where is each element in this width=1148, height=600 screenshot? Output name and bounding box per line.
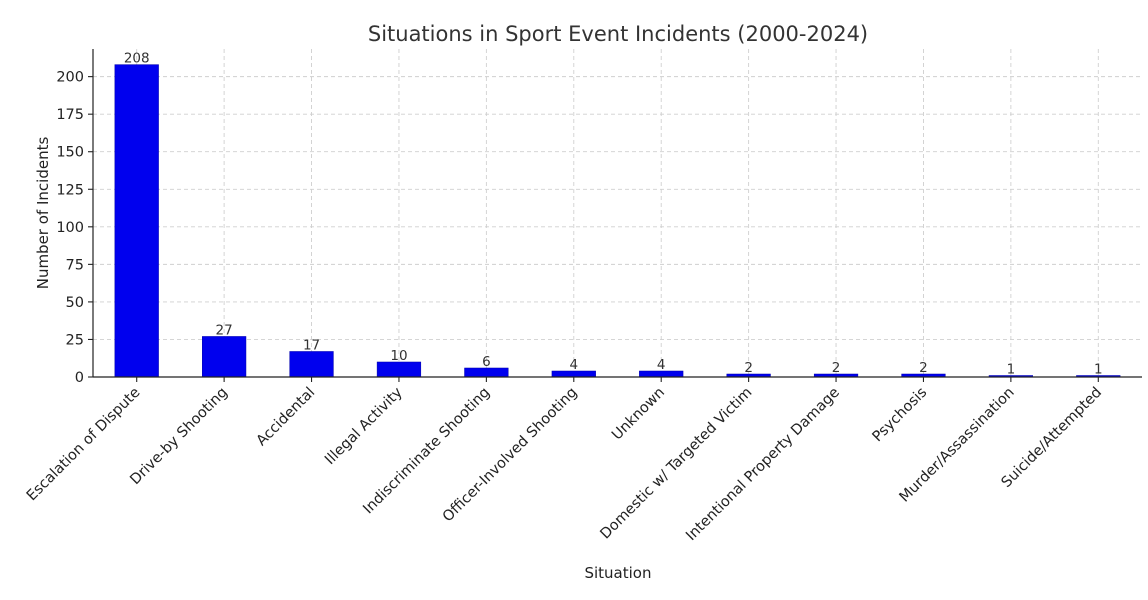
data-label: 208 — [124, 51, 150, 67]
data-label: 17 — [303, 337, 320, 353]
x-tick-label: Escalation of Dispute — [24, 384, 144, 504]
data-label: 2 — [744, 360, 753, 376]
x-tick-label: Suicide/Attempted — [999, 385, 1105, 491]
y-tick-label: 125 — [56, 182, 84, 198]
y-tick-label: 100 — [56, 220, 84, 236]
data-label: 27 — [216, 322, 233, 338]
chart-title: Situations in Sport Event Incidents (200… — [368, 22, 868, 46]
bars — [114, 64, 1121, 378]
x-tick-label: Illegal Activity — [322, 384, 406, 468]
data-label: 10 — [390, 348, 407, 364]
bar — [376, 361, 422, 378]
bar — [202, 336, 247, 378]
y-tick-label: 200 — [56, 70, 84, 86]
y-tick-label: 25 — [66, 332, 84, 348]
data-labels: 208 27 17 10 6 4 4 2 2 2 1 1 — [124, 51, 1103, 378]
x-axis-label: Situation — [584, 564, 651, 582]
x-tick-label: Intentional Property Damage — [683, 384, 843, 544]
y-tick-label: 150 — [56, 145, 84, 161]
grid — [93, 49, 1142, 378]
data-label: 4 — [657, 357, 666, 373]
axes — [88, 49, 1142, 382]
bar — [114, 64, 159, 378]
x-tick-label: Psychosis — [870, 385, 931, 446]
y-tick-label: 175 — [56, 107, 84, 123]
data-label: 2 — [919, 360, 928, 376]
data-label: 1 — [1094, 361, 1103, 377]
data-label: 6 — [482, 354, 491, 370]
y-axis-label: Number of Incidents — [34, 137, 52, 290]
data-label: 4 — [569, 357, 578, 373]
y-tick-label: 50 — [66, 295, 84, 311]
y-tick-label: 0 — [75, 370, 84, 386]
data-label: 1 — [1007, 361, 1016, 377]
y-tick-label: 75 — [66, 257, 84, 273]
y-tick-labels: 0 25 50 75 100 125 150 175 200 — [56, 70, 84, 386]
x-tick-label: Drive-by Shooting — [127, 385, 231, 489]
x-tick-label: Accidental — [254, 385, 319, 450]
bar — [289, 351, 334, 378]
x-tick-label: Unknown — [609, 385, 668, 444]
x-tick-label: Domestic w/ Targeted Victim — [598, 385, 756, 543]
data-label: 2 — [832, 360, 841, 376]
